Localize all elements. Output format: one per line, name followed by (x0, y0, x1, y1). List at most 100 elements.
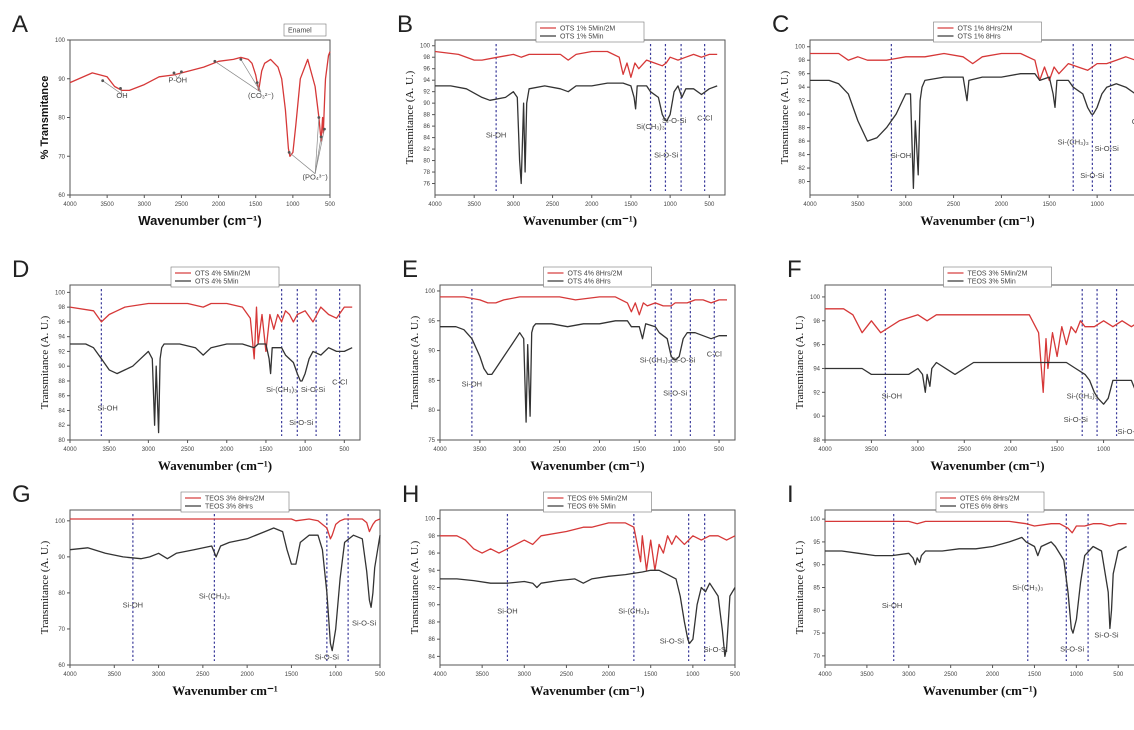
y-tick-label: 90 (423, 101, 430, 107)
legend-entry: TEOS 3% 8Hrs (205, 504, 253, 511)
panel-letter: H (402, 481, 419, 508)
legend-entry: OTS 1% 8Hrs (958, 34, 1002, 41)
y-tick-label: 80 (58, 591, 65, 597)
peak-annotation: Si-O-Si (704, 645, 729, 654)
chart-panel-h: H 4000 3500 3000 2500 2000 1500 1000 500 84 86 88 90… (400, 480, 745, 730)
x-tick-label: 1000 (686, 672, 700, 678)
series-line-black (440, 320, 727, 423)
x-tick-label: 3000 (152, 672, 166, 678)
series-line-red (434, 50, 718, 78)
x-tick-label: 3000 (911, 447, 925, 453)
series-line-black (440, 569, 736, 658)
x-tick-label: 1500 (1043, 202, 1057, 208)
peak-annotation: OH (116, 91, 127, 100)
peak-annotation: Si-O-Si (301, 385, 326, 394)
chart-svg-d: D 4000 3500 3000 2500 2000 1500 1000 500 80 82 84 86… (12, 256, 361, 473)
x-tick-label: 2500 (560, 672, 574, 678)
x-tick-label: 3500 (851, 202, 865, 208)
y-tick-label: 90 (428, 349, 435, 355)
panel-letter: E (402, 256, 418, 283)
x-tick-label: 1500 (644, 672, 658, 678)
y-tick-label: 86 (58, 394, 65, 400)
series-line-red (810, 52, 1134, 82)
peak-annotation: Si-OH (882, 601, 902, 610)
x-axis-label: Wavenumber (cm⁻¹) (920, 213, 1034, 228)
y-tick-label: 88 (58, 379, 65, 385)
y-tick-label: 100 (810, 517, 821, 523)
annotation-dot (317, 116, 321, 119)
x-tick-label: 1500 (259, 447, 273, 453)
peak-annotation: Si-(CH₃)₃ (1012, 583, 1043, 592)
y-tick-label: 88 (423, 113, 430, 119)
y-axis-label: Transmitance (A. U.) (39, 540, 51, 634)
peak-annotation: Si-(CH₃)₃ (640, 356, 671, 365)
y-tick-label: 95 (428, 319, 435, 325)
y-tick-label: 94 (428, 568, 435, 574)
x-tick-label: 2000 (602, 672, 616, 678)
peak-annotation: Si-OH (497, 606, 517, 615)
panel-letter: A (12, 11, 28, 38)
y-tick-label: 100 (425, 517, 436, 523)
y-tick-label: 84 (58, 408, 65, 414)
chart-panel-f: F400035003000250020001500100050088909294… (785, 255, 1134, 505)
y-tick-label: 86 (423, 124, 430, 130)
peak-annotation: Si-O-Si (660, 636, 685, 645)
x-tick-label: 3500 (865, 447, 879, 453)
legend-entry: OTS 4% 5Min/2M (195, 271, 250, 278)
y-tick-label: 84 (423, 136, 430, 142)
x-tick-label: 3500 (103, 447, 117, 453)
y-tick-label: 90 (58, 364, 65, 370)
peak-annotation: Si-(CH₃)₃ (1067, 391, 1098, 400)
x-tick-label: 3500 (473, 447, 487, 453)
x-tick-label: 2500 (958, 447, 972, 453)
y-axis-label: Transmitance (A. U.) (794, 540, 806, 634)
x-axis-label: Wavenumber (cm⁻¹) (530, 458, 644, 473)
y-tick-label: 86 (428, 637, 435, 643)
y-tick-label: 60 (58, 663, 65, 669)
legend-entry: TEOS 6% 5Min/2M (568, 496, 628, 503)
y-tick-label: 76 (423, 182, 430, 188)
x-tick-label: 3500 (860, 672, 874, 678)
y-tick-label: 96 (813, 343, 820, 349)
y-tick-label: 70 (58, 154, 65, 160)
peak-annotation: Si-O-Si (1060, 644, 1085, 653)
y-tick-label: 100 (420, 44, 431, 50)
annotation-leader (314, 129, 325, 174)
y-tick-label: 100 (810, 295, 821, 301)
legend-entry: TEOS 6% 5Min (568, 504, 616, 511)
x-tick-label: 2500 (546, 202, 560, 208)
y-tick-label: 96 (423, 67, 430, 73)
y-tick-label: 100 (55, 519, 66, 525)
y-tick-label: 70 (58, 627, 65, 633)
legend-entry: OTS 4% 8Hrs/2M (568, 271, 623, 278)
y-tick-label: 70 (813, 654, 820, 660)
y-tick-label: 90 (798, 112, 805, 118)
legend-entry: OTES 6% 8Hrs (960, 504, 1008, 511)
x-tick-label: 4000 (433, 447, 447, 453)
annotation-dot (239, 57, 243, 61)
y-tick-label: 95 (813, 540, 820, 546)
chart-panel-d: D 4000 3500 3000 2500 2000 1500 1000 500 80 82 84 86… (10, 255, 370, 505)
y-tick-label: 88 (798, 126, 805, 132)
x-tick-label: 2500 (947, 202, 961, 208)
series-line-black (70, 343, 353, 434)
x-tick-label: 2500 (944, 672, 958, 678)
plot-area (439, 284, 736, 441)
x-tick-label: 3000 (902, 672, 916, 678)
x-tick-label: 2000 (212, 202, 226, 208)
x-tick-label: 1000 (663, 202, 677, 208)
y-tick-label: 98 (58, 305, 65, 311)
x-tick-label: 500 (714, 447, 725, 453)
y-axis-label: Transmitance (A. U.) (794, 315, 806, 409)
chart-panel-a: A 4000 3500 3000 2500 2000 1500 1000 500 60 70 80 90… (10, 10, 340, 260)
panel-letter: C (772, 11, 789, 38)
chart-panel-c: C400035003000250020001500100050080828486… (770, 10, 1134, 260)
y-tick-label: 94 (813, 366, 820, 372)
legend (543, 491, 652, 513)
peak-annotation: Si-(CH₃)₃ (618, 606, 649, 615)
y-tick-label: 92 (58, 349, 65, 355)
x-tick-label: 2500 (181, 447, 195, 453)
x-tick-label: 1000 (1090, 202, 1104, 208)
legend-entry: OTES 6% 8Hrs/2M (960, 496, 1020, 503)
